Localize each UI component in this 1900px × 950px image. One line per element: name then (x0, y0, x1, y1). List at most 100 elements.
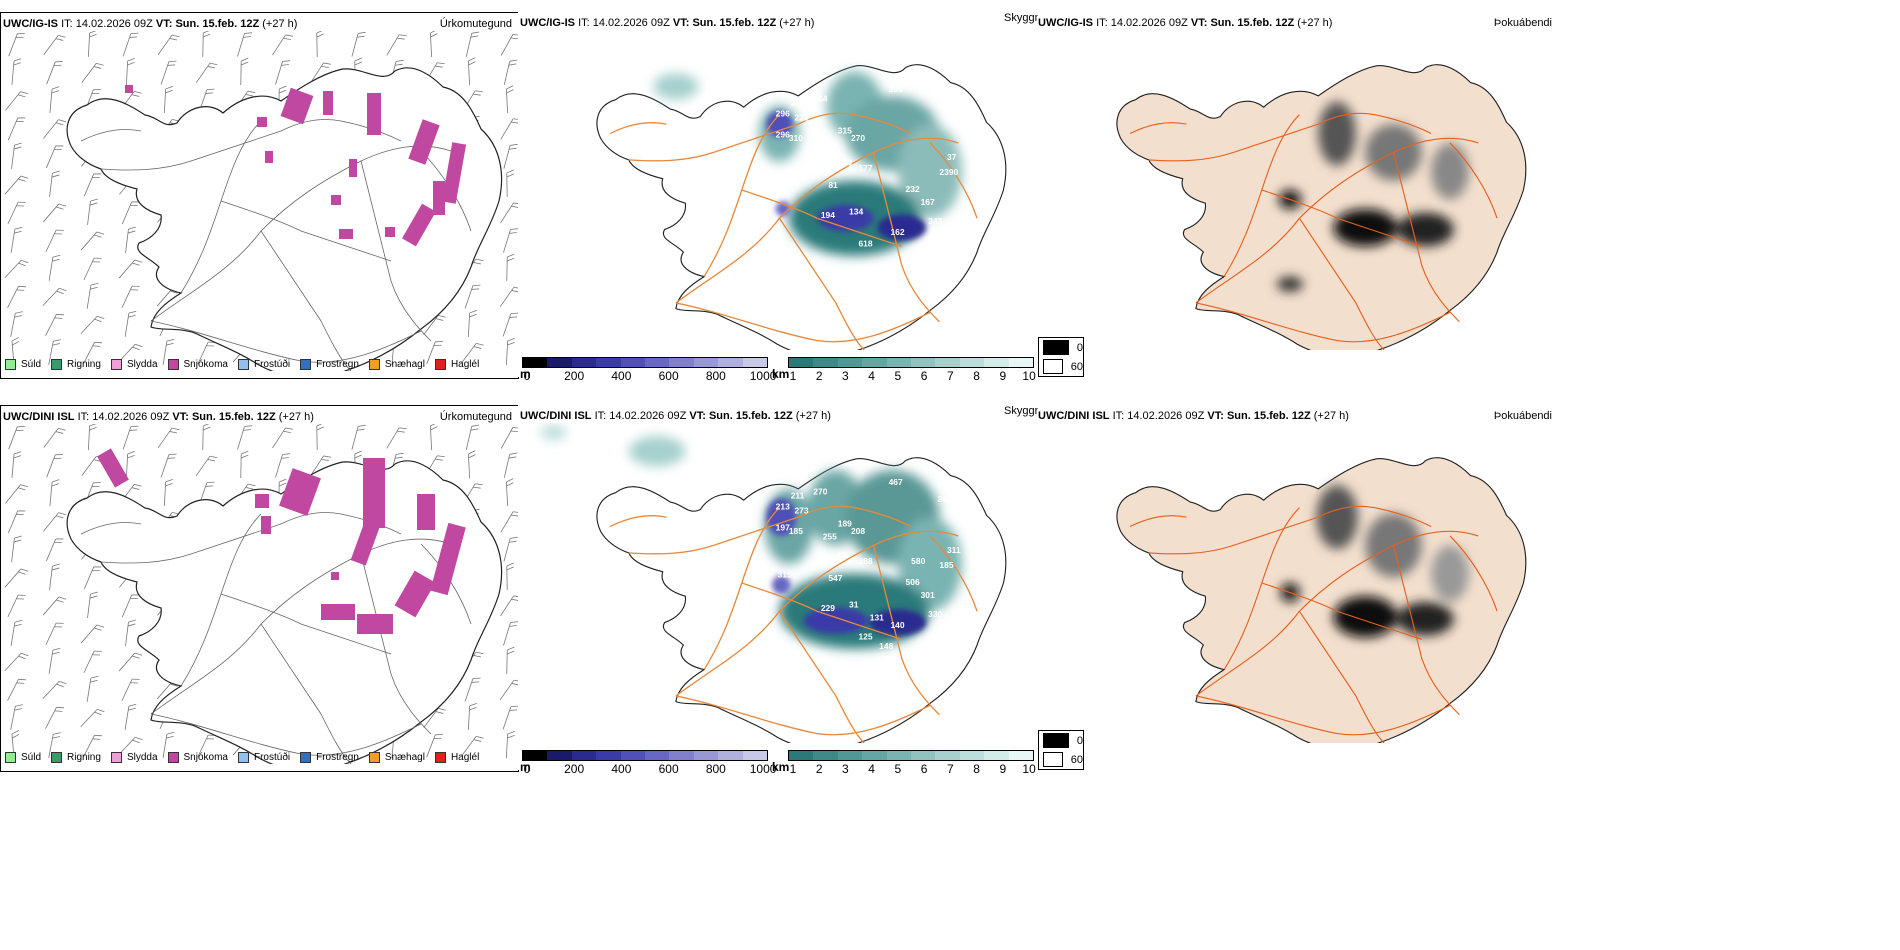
wind-barb (4, 259, 29, 279)
colorbar-tick: 1 (789, 369, 797, 383)
wind-barb (506, 169, 514, 198)
colorbar-cell (669, 751, 694, 760)
wind-barb (506, 562, 514, 591)
wind-barb (11, 58, 22, 85)
colorbar-cell (645, 358, 670, 367)
colorbar-cell (862, 751, 887, 760)
visibility-label: 197 (776, 522, 790, 532)
road-line (1148, 516, 1319, 555)
wind-barb (80, 624, 105, 644)
wind-barb (42, 203, 67, 223)
colorbar-tick: 3 (842, 762, 849, 776)
visibility-label: 81 (828, 180, 838, 190)
wind-barb (80, 315, 105, 335)
wind-barb (10, 619, 23, 646)
colorbar-cell (669, 358, 694, 367)
fog-panel-header: UWC/DINI ISL IT: 14.02.2026 09Z VT: Sun.… (1038, 410, 1552, 422)
visibility-label: 189 (838, 519, 852, 529)
wind-barb (500, 511, 518, 533)
colorbar-cell (1008, 751, 1034, 760)
panel-title: Skyggni (1004, 12, 1044, 24)
wind-barb (505, 731, 515, 759)
colorbar-cell (959, 358, 985, 367)
wind-barb (500, 595, 518, 617)
colorbar-cell (742, 358, 768, 367)
legend-swatch (167, 358, 179, 370)
road-line (100, 523, 282, 564)
colorbar-cell (742, 751, 768, 760)
wind-barb (426, 341, 443, 365)
colorbar-cell (837, 358, 863, 367)
wind-barb (275, 60, 291, 85)
wind-barb (42, 596, 67, 616)
wind-barb (124, 703, 137, 730)
visibility-label: 580 (911, 556, 925, 566)
legend-label: Snjókoma (183, 358, 228, 370)
wind-barb (121, 201, 140, 225)
colorbar-cell (718, 751, 743, 760)
precip-legend: Súld Rigning Slydda Snjókoma Frostúði Frostre… (5, 750, 489, 764)
wind-barb (121, 594, 140, 618)
road-line (360, 160, 432, 342)
wind-barb (503, 452, 518, 478)
visibility-label: 618 (858, 238, 872, 248)
legend-swatch (368, 751, 380, 763)
precip-legend-item: Rigning (51, 358, 101, 370)
wind-barb (43, 35, 66, 55)
wind-barb (43, 512, 66, 532)
wind-barb (83, 173, 102, 197)
wind-barb (83, 650, 102, 674)
wind-barb (45, 145, 64, 169)
visibility-label: 185 (939, 560, 953, 570)
colorbar-cell (813, 358, 838, 367)
colorbar-tick: 3 (842, 369, 849, 383)
low-ceiling-areas (766, 110, 927, 241)
fog-areas (1276, 101, 1469, 292)
fog-legend: 0 60 (1038, 337, 1084, 377)
road-line (1392, 152, 1460, 323)
precip-legend-item: Snjókoma (167, 358, 228, 370)
weather-panel-top: UWC/IG-IS IT: 14.02.2026 09Z VT: Sun. 15… (0, 12, 519, 379)
wind-barb (503, 228, 518, 253)
wind-barb (7, 285, 27, 308)
road-line (1298, 217, 1385, 350)
legend-swatch (5, 751, 16, 763)
wind-barb (118, 652, 143, 672)
wind-barb (8, 426, 25, 450)
wind-barb (163, 479, 173, 507)
wind-barb (351, 424, 366, 450)
colorbar-cell (523, 358, 548, 367)
wind-barb (386, 427, 407, 449)
fog-legend-0: 0 (1039, 731, 1083, 750)
colorbar-tick: 6 (920, 762, 928, 776)
visibility-label: 311 (947, 545, 961, 555)
wind-barb (500, 118, 518, 140)
visibility-label: 547 (828, 573, 842, 583)
wind-barb (499, 679, 518, 701)
wind-barb (310, 455, 332, 477)
roads (609, 112, 978, 350)
colorbar-cell (984, 751, 1009, 760)
colorbar-cell (1008, 358, 1034, 367)
visibility-label: 176 (781, 473, 795, 483)
visibility-label: 270 (791, 97, 805, 107)
road-line (628, 123, 799, 162)
wind-barb (423, 315, 446, 335)
wind-barb (467, 450, 476, 479)
wind-barb (87, 591, 98, 618)
wind-barb (351, 31, 366, 57)
legend-label: Haglél (450, 751, 480, 763)
fog-legend-60: 60 (1039, 357, 1083, 376)
wind-barb (202, 424, 211, 451)
wind-barb (125, 451, 135, 479)
panel-title: Skyggni (1004, 405, 1044, 417)
road-line (1148, 123, 1319, 162)
wind-barb (467, 703, 477, 731)
wind-barb (316, 31, 324, 58)
wind-barb (506, 253, 515, 282)
visibility-label: 270 (813, 487, 827, 497)
legend-swatch (300, 751, 312, 763)
visibility-label: 2390 (939, 167, 958, 177)
